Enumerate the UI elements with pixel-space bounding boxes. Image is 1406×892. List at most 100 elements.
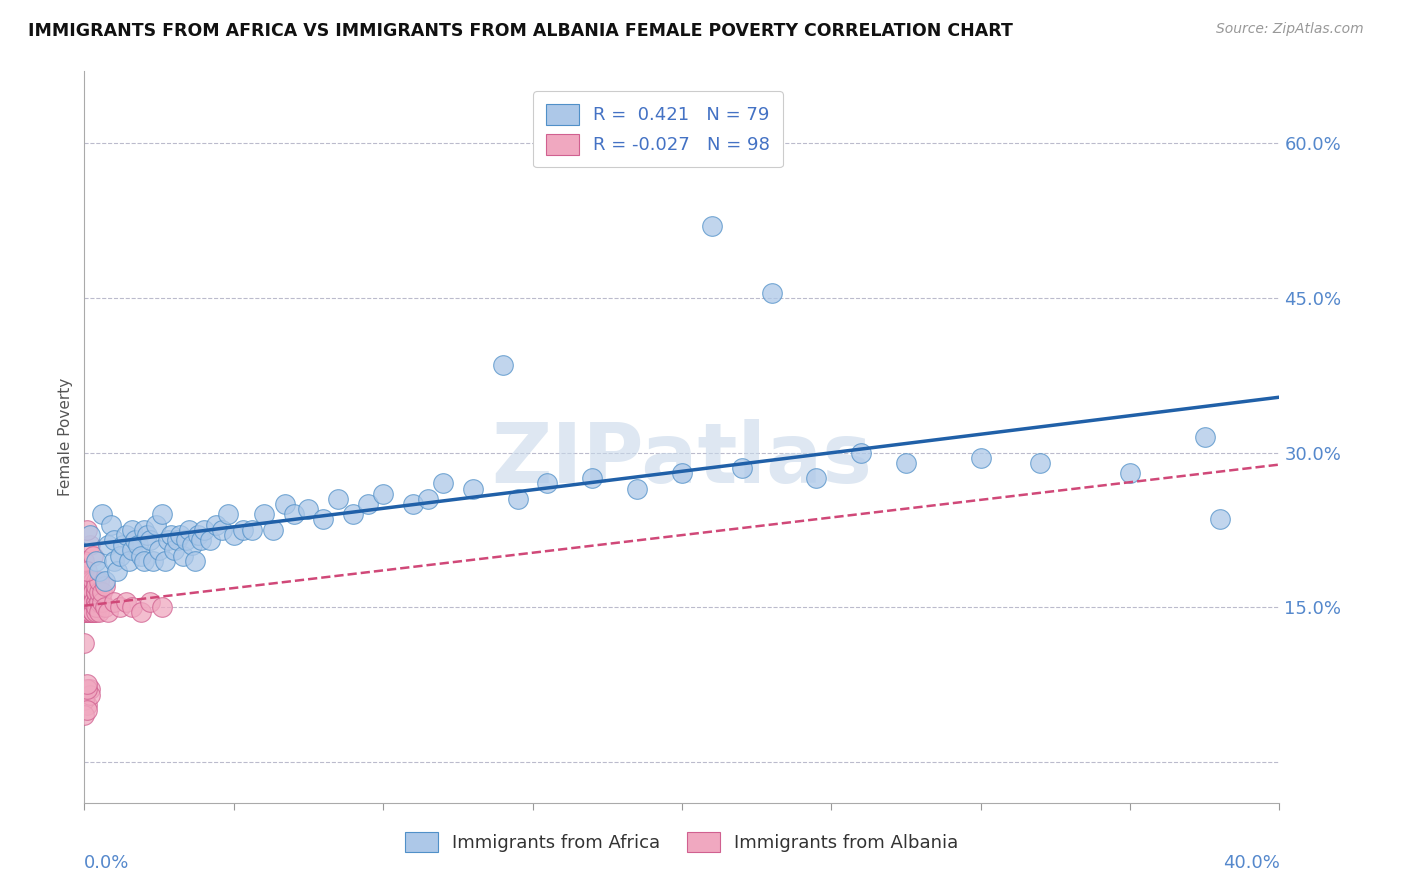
Point [79, 595, 101, 609]
Point [129, 549, 152, 563]
Point [761, 285, 783, 300]
Point [169, 528, 191, 542]
Point [174, 533, 197, 547]
Point [142, 554, 165, 568]
Point [73, 636, 96, 650]
Point [121, 523, 143, 537]
Point [373, 487, 395, 501]
Point [76, 579, 98, 593]
Point [79, 688, 101, 702]
Point [211, 523, 233, 537]
Point [79, 584, 101, 599]
Point [1194, 430, 1216, 444]
Point [970, 450, 993, 465]
Point [148, 543, 170, 558]
Point [103, 533, 125, 547]
Point [198, 533, 221, 547]
Point [89, 574, 111, 589]
Point [76, 590, 98, 604]
Point [82, 605, 104, 619]
Point [76, 703, 98, 717]
Text: 40.0%: 40.0% [1223, 854, 1279, 872]
Point [76, 584, 98, 599]
Point [79, 595, 101, 609]
Point [124, 533, 146, 547]
Point [73, 579, 96, 593]
Point [76, 523, 98, 537]
Point [79, 528, 101, 542]
Point [402, 497, 425, 511]
Point [82, 579, 104, 593]
Point [73, 574, 96, 589]
Point [112, 538, 135, 552]
Point [626, 482, 648, 496]
Point [86, 579, 108, 593]
Point [86, 600, 108, 615]
Point [89, 564, 111, 578]
Point [76, 579, 98, 593]
Point [79, 682, 101, 697]
Point [328, 491, 350, 506]
Point [121, 543, 143, 558]
Text: ZIPatlas: ZIPatlas [492, 418, 872, 500]
Point [190, 533, 212, 547]
Point [76, 584, 98, 599]
Point [536, 476, 558, 491]
Point [163, 543, 186, 558]
Point [150, 508, 173, 522]
Point [76, 595, 98, 609]
Point [73, 693, 96, 707]
Point [76, 605, 98, 619]
Point [79, 584, 101, 599]
Point [100, 517, 122, 532]
Point [79, 600, 101, 615]
Point [79, 605, 101, 619]
Point [166, 533, 188, 547]
Point [76, 595, 98, 609]
Point [76, 605, 98, 619]
Point [193, 523, 215, 537]
Point [79, 584, 101, 599]
Point [357, 497, 380, 511]
Point [73, 590, 96, 604]
Point [91, 508, 114, 522]
Point [73, 595, 96, 609]
Point [110, 549, 132, 563]
Point [177, 523, 200, 537]
Point [79, 538, 101, 552]
Point [506, 491, 529, 506]
Point [432, 476, 454, 491]
Point [160, 528, 183, 542]
Point [97, 538, 120, 552]
Y-axis label: Female Poverty: Female Poverty [58, 378, 73, 496]
Point [145, 517, 167, 532]
Point [82, 584, 104, 599]
Point [86, 574, 108, 589]
Point [79, 579, 101, 593]
Point [136, 528, 159, 542]
Point [76, 584, 98, 599]
Point [73, 605, 96, 619]
Point [76, 595, 98, 609]
Point [894, 456, 917, 470]
Point [82, 605, 104, 619]
Point [76, 574, 98, 589]
Point [79, 584, 101, 599]
Point [76, 698, 98, 712]
Point [76, 605, 98, 619]
Point [79, 595, 101, 609]
Point [103, 554, 125, 568]
Point [79, 574, 101, 589]
Point [1029, 456, 1052, 470]
Point [76, 590, 98, 604]
Point [110, 600, 132, 615]
Point [105, 564, 128, 578]
Text: IMMIGRANTS FROM AFRICA VS IMMIGRANTS FROM ALBANIA FEMALE POVERTY CORRELATION CHA: IMMIGRANTS FROM AFRICA VS IMMIGRANTS FRO… [28, 22, 1012, 40]
Point [82, 600, 104, 615]
Point [121, 600, 143, 615]
Point [492, 358, 515, 372]
Point [73, 708, 96, 723]
Point [86, 584, 108, 599]
Point [700, 219, 723, 233]
Point [240, 523, 263, 537]
